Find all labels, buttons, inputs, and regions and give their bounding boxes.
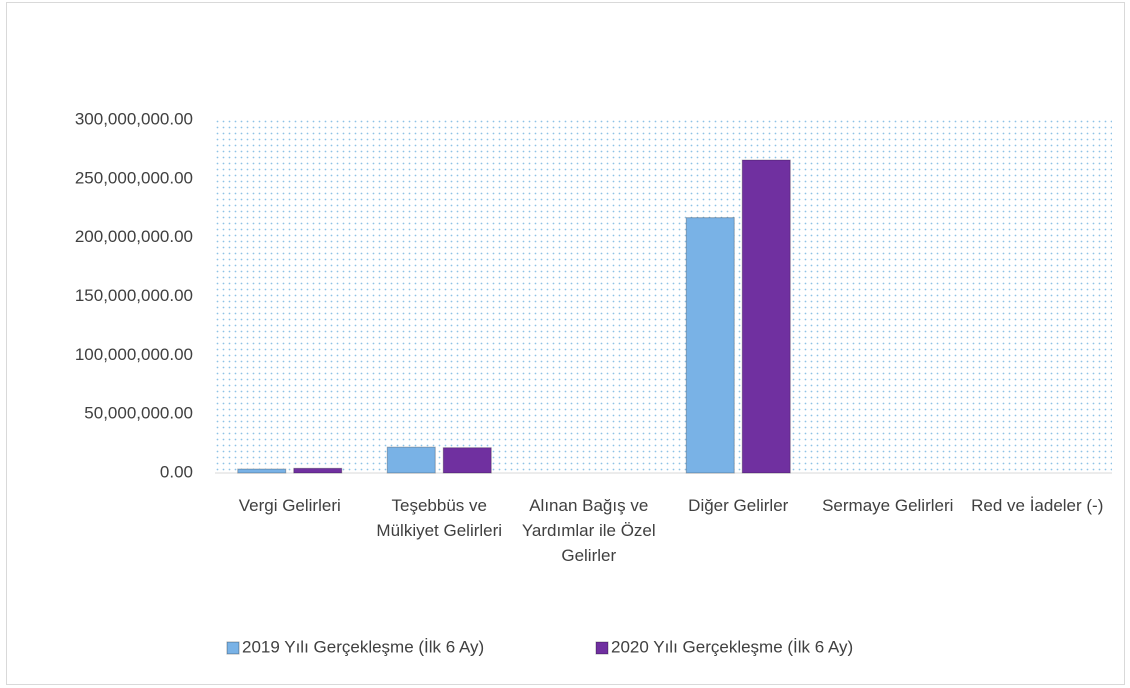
y-tick-label: 100,000,000.00 xyxy=(75,345,193,364)
x-tick-label: Vergi Gelirleri xyxy=(238,496,341,515)
frame-border xyxy=(6,2,1125,685)
bar xyxy=(442,447,492,474)
x-tick-label: Teşebbüs ve Mülkiyet Gelirleri xyxy=(376,496,503,540)
legend-label: 2020 Yılı Gerçekleşme (İlk 6 Ay) xyxy=(611,637,853,656)
y-tick-label: 150,000,000.00 xyxy=(75,286,193,305)
bar xyxy=(237,468,287,474)
legend-swatch xyxy=(226,641,240,655)
bar xyxy=(386,446,436,474)
bar xyxy=(741,159,791,474)
bar xyxy=(293,467,343,474)
legend-swatch xyxy=(595,641,609,655)
legend-label: 2019 Yılı Gerçekleşme (İlk 6 Ay) xyxy=(242,637,484,656)
y-tick-label: 0.00 xyxy=(160,462,193,481)
y-tick-label: 250,000,000.00 xyxy=(75,168,193,187)
x-tick-label: Diğer Gelirler xyxy=(688,496,789,515)
bar xyxy=(685,217,735,474)
y-tick-label: 200,000,000.00 xyxy=(75,227,193,246)
x-tick-label: Sermaye Gelirleri xyxy=(822,496,954,515)
y-tick-label: 50,000,000.00 xyxy=(84,404,193,423)
x-tick-label: Alınan Bağış ve Yardımlar ile Özel Gelir… xyxy=(521,496,656,565)
plot-grid-pattern xyxy=(215,120,1112,473)
y-tick-label: 300,000,000.00 xyxy=(75,109,193,128)
x-tick-label: Red ve İadeler (-) xyxy=(971,496,1104,515)
